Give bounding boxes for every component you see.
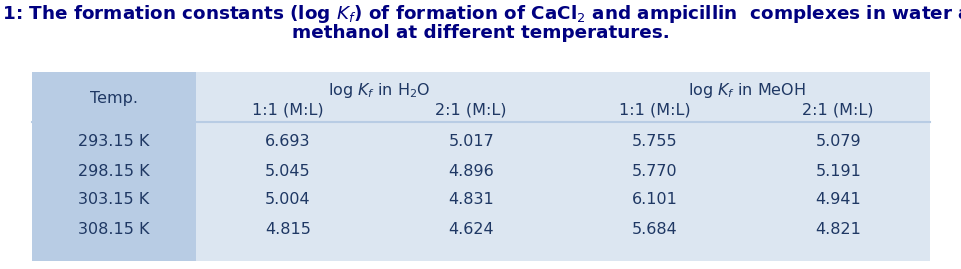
Text: 4.815: 4.815 [264,221,310,236]
Text: 6.693: 6.693 [264,134,310,150]
Text: 4.831: 4.831 [448,193,494,207]
Text: 4.941: 4.941 [815,193,860,207]
Text: 293.15 K: 293.15 K [78,134,150,150]
Text: 5.684: 5.684 [631,221,677,236]
Text: 5.191: 5.191 [815,164,860,179]
Text: 5.045: 5.045 [264,164,310,179]
Text: 303.15 K: 303.15 K [78,193,150,207]
Text: Temp.: Temp. [90,91,137,106]
Text: 5.770: 5.770 [631,164,677,179]
Text: 4.896: 4.896 [448,164,494,179]
Text: 6.101: 6.101 [631,193,677,207]
Bar [196,72,929,261]
Text: 4.821: 4.821 [815,221,860,236]
Bar [32,72,929,261]
Text: Table 1: The formation constants (log $\mathit{K_f}$) of formation of CaCl$_2$ a: Table 1: The formation constants (log $\… [0,3,961,25]
Text: 5.755: 5.755 [631,134,677,150]
Text: 5.017: 5.017 [448,134,494,150]
Text: 298.15 K: 298.15 K [78,164,150,179]
Text: log $\mathit{K_f}$ in H$_2$O: log $\mathit{K_f}$ in H$_2$O [328,82,431,101]
Text: 5.079: 5.079 [815,134,860,150]
Text: 4.624: 4.624 [448,221,494,236]
Text: 1:1 (M:L): 1:1 (M:L) [618,102,690,118]
Text: methanol at different temperatures.: methanol at different temperatures. [292,24,669,42]
Text: 308.15 K: 308.15 K [78,221,150,236]
Text: 1:1 (M:L): 1:1 (M:L) [252,102,323,118]
Text: log $\mathit{K_f}$ in MeOH: log $\mathit{K_f}$ in MeOH [687,82,804,101]
Text: 2:1 (M:L): 2:1 (M:L) [435,102,506,118]
Text: 5.004: 5.004 [264,193,310,207]
Text: 2:1 (M:L): 2:1 (M:L) [801,102,874,118]
